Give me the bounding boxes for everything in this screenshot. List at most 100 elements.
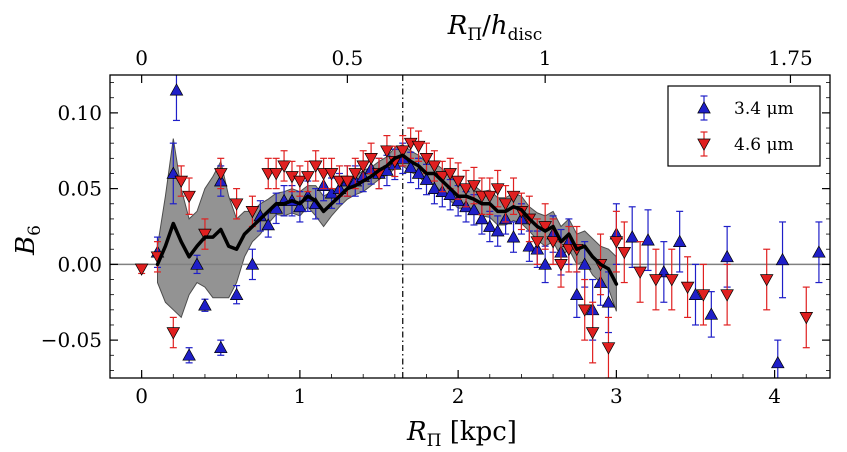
legend-box [667, 85, 821, 167]
data-point [554, 259, 568, 272]
data-point [419, 153, 434, 166]
data-point [245, 257, 260, 270]
data-point [490, 183, 505, 196]
data-point [771, 355, 785, 369]
data-point [324, 168, 339, 181]
data-point [530, 236, 545, 249]
data-point [799, 312, 814, 325]
data-point [483, 190, 497, 204]
plot-area [110, 75, 830, 378]
data-point [522, 239, 537, 252]
data-point [277, 160, 291, 173]
data-point [617, 246, 632, 260]
data-point [403, 160, 418, 173]
plot-content [110, 75, 830, 378]
data-point [419, 172, 434, 185]
data-point [506, 230, 521, 243]
data-point [269, 168, 283, 181]
data-point [182, 348, 196, 361]
data-point [506, 190, 521, 204]
data-point [625, 230, 639, 243]
data-point [601, 342, 616, 355]
data-point [443, 168, 457, 181]
top-tick-label: 0 [135, 46, 148, 70]
data-point [498, 198, 513, 211]
x-tick-label: 3 [610, 384, 623, 408]
data-point [633, 266, 647, 279]
data-point [427, 181, 442, 194]
top-axis-label: RΠ/hdisc [447, 11, 543, 45]
x-tick-label: 2 [452, 384, 465, 408]
plot-frame [109, 74, 831, 379]
data-point [214, 168, 228, 181]
data-point [245, 206, 260, 219]
data-point [538, 221, 552, 234]
data-point [720, 289, 734, 302]
data-point [214, 340, 228, 354]
data-point [308, 160, 323, 173]
data-point [759, 274, 774, 287]
data-point [467, 180, 481, 193]
x-tick-label: 0 [135, 384, 148, 408]
data-point [229, 198, 244, 211]
data-point [348, 168, 363, 181]
data-point [696, 289, 711, 302]
data-point [229, 287, 244, 300]
data-point [301, 171, 315, 184]
data-point [451, 175, 465, 188]
data-point [680, 281, 695, 295]
top-tick-label: 1.75 [768, 46, 813, 70]
data-point [459, 183, 473, 196]
legend-marker [697, 101, 711, 114]
data-point [261, 218, 275, 231]
data-point [577, 304, 592, 317]
data-point [641, 233, 655, 246]
legend: 3.4 μm 4.6 μm [667, 85, 821, 167]
data-point [585, 327, 600, 340]
y-axis-label: B6 [11, 225, 45, 256]
data-point [174, 175, 188, 188]
axes: 0 1 2 3 4 0 0.5 1 1.75 −0.05 0.00 0.05 0.10 [41, 46, 831, 408]
y-tick-label: 0.10 [57, 101, 102, 125]
data-point [182, 190, 196, 204]
data-point [812, 245, 826, 258]
data-point [672, 234, 687, 247]
data-point [475, 211, 489, 225]
data-point [704, 307, 719, 320]
data-point [411, 166, 426, 179]
data-point [364, 153, 378, 166]
data-point [688, 287, 703, 300]
data-point [411, 140, 426, 154]
data-point [134, 263, 149, 276]
y-tick-label: −0.05 [41, 328, 102, 352]
data-point [340, 175, 355, 188]
legend-marker [697, 138, 711, 151]
data-point [483, 219, 497, 232]
data-point [546, 236, 560, 249]
data-point [467, 202, 481, 216]
running-mean-line [155, 153, 619, 286]
data-point [451, 193, 465, 207]
x-tick-label: 4 [768, 384, 781, 408]
data-point [720, 249, 734, 263]
top-tick-label: 0.5 [331, 46, 363, 70]
x-tick-label: 1 [294, 384, 307, 408]
data-point [601, 295, 616, 308]
data-point [609, 236, 624, 249]
data-point [293, 175, 307, 188]
data-point [649, 274, 663, 287]
data-point [657, 265, 671, 278]
data-point [198, 298, 212, 311]
data-point [166, 166, 181, 179]
data-point [490, 224, 505, 237]
data-point [427, 160, 442, 173]
data-point [443, 187, 457, 200]
data-point [356, 160, 370, 173]
data-point [190, 257, 204, 270]
data-point [395, 145, 410, 158]
data-point [538, 257, 552, 270]
data-point [198, 228, 212, 242]
y-tick-label: 0.05 [57, 177, 102, 201]
legend-label: 4.6 μm [734, 135, 794, 155]
